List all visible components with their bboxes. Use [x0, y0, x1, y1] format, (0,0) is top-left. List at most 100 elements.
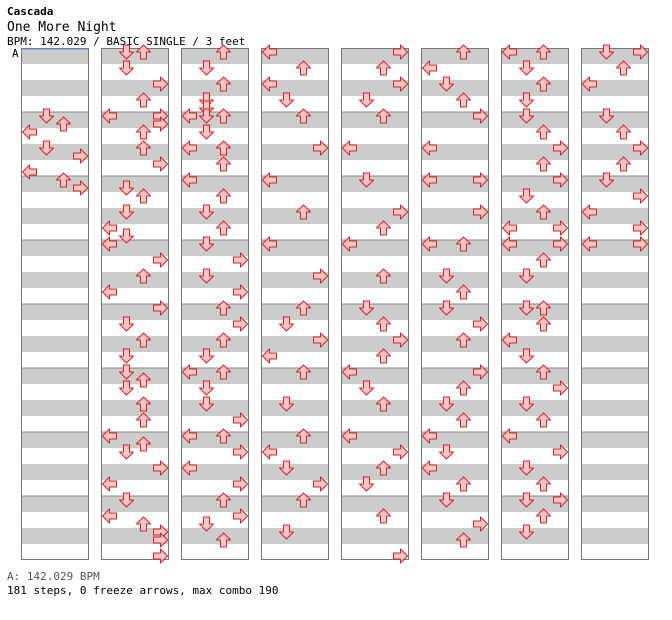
beat-stripe	[421, 112, 489, 128]
beat-stripe	[421, 80, 489, 96]
beat-stripe	[21, 528, 89, 544]
beat-stripe	[581, 240, 649, 256]
beat-stripe	[261, 368, 329, 384]
step-arrow-right	[153, 548, 168, 564]
beat-stripe	[501, 496, 569, 512]
beat-stripe	[261, 432, 329, 448]
beat-stripe	[501, 208, 569, 224]
beat-stripe	[101, 400, 169, 416]
beat-stripe	[341, 240, 409, 256]
beat-stripe	[181, 464, 249, 480]
beat-stripe	[21, 304, 89, 320]
beat-stripe	[101, 208, 169, 224]
beat-stripe	[501, 336, 569, 352]
beat-stripe	[341, 496, 409, 512]
beat-stripe	[501, 432, 569, 448]
chart-column	[421, 48, 489, 560]
beat-stripe	[101, 336, 169, 352]
column-border	[181, 48, 249, 560]
beat-stripe	[21, 176, 89, 192]
beat-stripe	[581, 464, 649, 480]
beat-stripe	[101, 528, 169, 544]
beat-stripe	[341, 176, 409, 192]
beat-stripe	[21, 272, 89, 288]
beat-stripe	[341, 432, 409, 448]
beat-stripe	[101, 48, 169, 64]
beat-stripe	[21, 336, 89, 352]
beat-stripe	[21, 368, 89, 384]
beat-stripe	[101, 432, 169, 448]
beat-stripe	[501, 368, 569, 384]
beat-stripe	[341, 336, 409, 352]
chart-column	[181, 48, 249, 560]
beat-stripe	[581, 528, 649, 544]
beat-stripe	[581, 368, 649, 384]
beat-stripe	[101, 368, 169, 384]
beat-stripe	[581, 304, 649, 320]
beat-stripe	[581, 80, 649, 96]
beat-stripe	[181, 240, 249, 256]
beat-stripe	[421, 48, 489, 64]
beat-stripe	[421, 304, 489, 320]
beat-stripe	[581, 432, 649, 448]
column-border	[341, 48, 409, 560]
beat-stripe	[101, 304, 169, 320]
beat-stripe	[181, 176, 249, 192]
beat-stripe	[21, 400, 89, 416]
beat-stripe	[501, 48, 569, 64]
beat-stripe	[181, 528, 249, 544]
beat-stripe	[21, 208, 89, 224]
beat-stripe	[261, 496, 329, 512]
beat-stripe	[341, 48, 409, 64]
beat-stripe	[421, 272, 489, 288]
beat-stripe	[101, 176, 169, 192]
beat-stripe	[261, 400, 329, 416]
beat-stripe	[341, 208, 409, 224]
beat-stripe	[21, 112, 89, 128]
beat-stripe	[101, 240, 169, 256]
beat-stripe	[421, 432, 489, 448]
beat-stripe	[181, 336, 249, 352]
beat-stripe	[181, 400, 249, 416]
beat-stripe	[421, 464, 489, 480]
beat-stripe	[421, 528, 489, 544]
column-border	[421, 48, 489, 560]
column-border	[581, 48, 649, 560]
beat-stripe	[421, 496, 489, 512]
beat-stripe	[261, 464, 329, 480]
beat-stripe	[501, 80, 569, 96]
beat-stripe	[341, 272, 409, 288]
beat-stripe	[341, 80, 409, 96]
column-border	[501, 48, 569, 560]
chart-column	[581, 48, 649, 560]
beat-stripe	[581, 496, 649, 512]
beat-stripe	[421, 336, 489, 352]
beat-stripe	[101, 144, 169, 160]
bpm-marker: A	[12, 47, 19, 60]
beat-stripe	[421, 400, 489, 416]
beat-stripe	[421, 176, 489, 192]
beat-stripe	[21, 144, 89, 160]
beat-stripe	[181, 144, 249, 160]
artist-name: Cascada	[7, 5, 54, 18]
beat-stripe	[21, 432, 89, 448]
beat-stripe	[501, 176, 569, 192]
beat-stripe	[181, 208, 249, 224]
chart-column	[101, 48, 169, 560]
beat-stripe	[581, 400, 649, 416]
beat-stripe	[581, 176, 649, 192]
column-border	[261, 48, 329, 560]
beat-stripe	[21, 496, 89, 512]
beat-stripe	[261, 176, 329, 192]
beat-stripe	[261, 80, 329, 96]
beat-stripe	[261, 112, 329, 128]
beat-stripe	[181, 496, 249, 512]
beat-stripe	[181, 80, 249, 96]
beat-stripe	[261, 48, 329, 64]
beat-stripe	[181, 368, 249, 384]
beat-stripe	[261, 144, 329, 160]
beat-stripe	[421, 208, 489, 224]
beat-stripe	[181, 304, 249, 320]
beat-stripe	[261, 528, 329, 544]
beat-stripe	[581, 208, 649, 224]
